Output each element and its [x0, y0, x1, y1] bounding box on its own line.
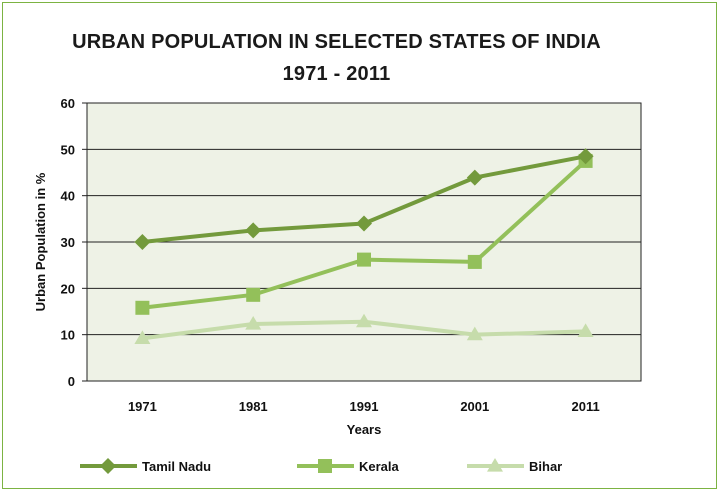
x-tick-label: 1981 [239, 399, 268, 414]
y-tick-label: 0 [68, 374, 75, 389]
data-point-tamil-nadu [245, 222, 262, 239]
y-tick-label: 30 [61, 235, 75, 250]
data-point-kerala [246, 287, 261, 302]
series-kerala [135, 153, 593, 315]
legend-item-kerala: Kerala [297, 459, 400, 474]
legend-label: Tamil Nadu [142, 459, 211, 474]
data-point-bihar [356, 313, 372, 328]
y-tick-label: 60 [61, 96, 75, 111]
y-tick-label: 40 [61, 189, 75, 204]
y-tick-label: 10 [61, 328, 75, 343]
legend-label: Kerala [359, 459, 400, 474]
legend-item-tamil-nadu: Tamil Nadu [80, 458, 211, 474]
data-point-kerala [135, 300, 150, 315]
chart-title: URBAN POPULATION IN SELECTED STATES OF I… [72, 31, 601, 53]
legend-swatch-marker [318, 459, 332, 473]
data-point-kerala [357, 252, 371, 267]
gridlines [82, 102, 641, 382]
legend-swatch-marker [487, 458, 503, 472]
x-tick-label: 2011 [571, 399, 599, 414]
x-tick-label: 2001 [460, 399, 489, 414]
legend-item-bihar: Bihar [467, 458, 562, 474]
series-group [134, 148, 594, 344]
data-point-bihar [466, 326, 483, 341]
y-axis-ticks: 0 10 20 30 40 50 60 [61, 96, 75, 389]
data-point-tamil-nadu [466, 169, 483, 186]
x-tick-label: 1971 [128, 399, 157, 414]
data-point-kerala [467, 254, 482, 269]
legend-label: Bihar [529, 459, 562, 474]
data-point-bihar [245, 316, 262, 330]
data-point-tamil-nadu [134, 234, 151, 250]
y-tick-label: 20 [61, 281, 75, 296]
series-tamil-nadu [134, 148, 594, 250]
legend-swatch-marker [100, 458, 116, 474]
x-axis-ticks: 1971 1981 1991 2001 2011 [128, 399, 600, 414]
data-point-tamil-nadu [577, 148, 594, 165]
x-tick-label: 1991 [350, 399, 379, 414]
data-point-tamil-nadu [356, 215, 372, 232]
series-bihar [134, 313, 594, 344]
y-axis-label: Urban Population in % [33, 172, 48, 311]
y-tick-label: 50 [61, 142, 75, 157]
data-point-bihar [577, 323, 594, 338]
data-point-bihar [134, 330, 151, 344]
x-axis-label: Years [347, 422, 382, 437]
legend: Tamil Nadu Kerala Bihar [80, 458, 562, 474]
chart-subtitle: 1971 - 2011 [282, 63, 391, 85]
